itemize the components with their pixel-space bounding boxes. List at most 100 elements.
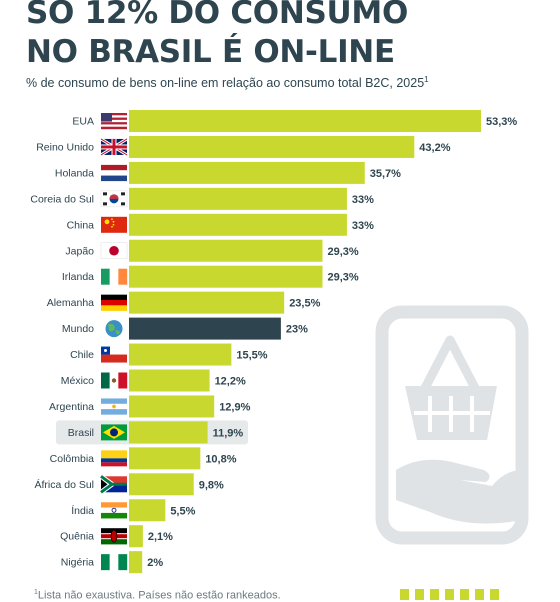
bar <box>129 343 232 366</box>
title-line-1: SÓ 12% DO CONSUMO <box>26 0 408 31</box>
bar-row: Nigéria 2% <box>61 551 163 574</box>
flag-icon <box>105 320 123 338</box>
bar-row: Irlanda 29,3% <box>62 265 359 288</box>
category-label: Quênia <box>60 531 94 543</box>
flag-icon <box>101 554 128 571</box>
bar <box>129 421 208 444</box>
category-label: Japão <box>65 245 94 257</box>
category-label: Índia <box>71 504 94 517</box>
value-label: 15,5% <box>236 350 267 362</box>
flag-icon <box>101 346 127 363</box>
bar <box>129 499 166 522</box>
bar-row: EUA 53,3% <box>72 110 517 132</box>
subtitle-footnote-mark: 1 <box>424 75 429 84</box>
bar-row: Reino Unido 43,2% <box>36 135 451 158</box>
value-label: 43,2% <box>419 142 450 154</box>
value-label: 12,9% <box>219 401 250 413</box>
basket-grid <box>414 396 490 432</box>
subtitle-text: % de consumo de bens on-line em relação … <box>26 76 425 91</box>
category-label: Argentina <box>49 401 94 413</box>
value-label: 9,8% <box>199 479 224 491</box>
title-line-2: NO BRASIL É ON-LINE <box>26 34 395 70</box>
flag-icon <box>100 137 128 157</box>
bar-row: Japão 29,3% <box>65 239 359 262</box>
value-label: 23% <box>286 324 308 336</box>
value-label: 29,3% <box>328 246 359 258</box>
flag-icon <box>101 372 128 389</box>
bar-row: México 12,2% <box>61 369 246 392</box>
phone-outline <box>375 305 529 545</box>
value-label: 29,3% <box>328 272 359 284</box>
category-label: China <box>67 219 95 231</box>
value-label: 2,1% <box>148 531 173 543</box>
value-label: 23,5% <box>289 298 320 310</box>
value-label: 33% <box>352 220 374 232</box>
value-label: 11,9% <box>213 427 244 439</box>
bar <box>129 110 481 132</box>
footnote-text: Lista não exaustiva. Países não estão ra… <box>37 589 281 602</box>
category-label: Colômbia <box>50 453 95 465</box>
bar-row: Holanda 35,7% <box>55 161 401 184</box>
bar <box>129 135 415 158</box>
category-label: África do Sul <box>34 478 94 491</box>
bar <box>129 473 194 496</box>
flag-icon <box>101 268 128 285</box>
category-label: Coreia do Sul <box>30 193 94 205</box>
category-label: Brasil <box>68 427 94 439</box>
bar-row: Mundo 23% <box>62 317 308 340</box>
bar-row: Argentina 12,9% <box>49 395 251 418</box>
flag-icon <box>99 474 127 495</box>
bar-row: África do Sul 9,8% <box>34 473 224 496</box>
bar <box>129 161 365 184</box>
bar <box>129 447 201 470</box>
bar <box>129 291 285 314</box>
flag-icon <box>101 294 127 311</box>
bar <box>129 317 281 340</box>
shopping-basket-phone-icon <box>375 305 529 545</box>
value-label: 5,5% <box>170 505 195 517</box>
value-label: 2% <box>147 557 163 569</box>
flag-icon <box>101 164 127 182</box>
hand <box>396 459 522 524</box>
page-title: SÓ 12% DO CONSUMO NO BRASIL É ON-LINE <box>26 0 408 72</box>
flag-icon <box>101 216 127 233</box>
category-label: México <box>61 375 94 387</box>
bar <box>129 187 347 210</box>
flag-icon <box>101 424 127 441</box>
value-label: 10,8% <box>205 453 236 465</box>
category-label: Alemanha <box>47 297 94 309</box>
footnote: 1Lista não exaustiva. Países não estão r… <box>34 589 281 602</box>
bar-row: Índia 5,5% <box>71 499 196 522</box>
flag-icon <box>101 113 127 130</box>
value-label: 53,3% <box>486 116 517 128</box>
flag-icon <box>101 528 127 545</box>
bar <box>129 551 143 574</box>
bar-row: Coreia do Sul 33% <box>30 187 374 210</box>
bar-row: Quênia 2,1% <box>60 525 173 548</box>
flag-icon <box>101 398 127 415</box>
value-label: 35,7% <box>370 168 401 180</box>
flag-icon <box>101 502 127 519</box>
flag-icon <box>101 450 127 467</box>
bar-row: Brasil 11,9% <box>56 420 248 445</box>
category-label: EUA <box>72 116 94 128</box>
chart-subtitle: % de consumo de bens on-line em relação … <box>26 75 429 90</box>
category-label: Nigéria <box>61 557 94 569</box>
basket-handle <box>421 335 479 391</box>
bar-row: Chile 15,5% <box>70 343 268 366</box>
flag-icon <box>100 242 128 259</box>
bar <box>129 369 210 392</box>
footnote-mark: 1 <box>34 589 38 596</box>
bar <box>129 395 215 418</box>
bar-row: Colômbia 10,8% <box>50 447 237 470</box>
category-label: Chile <box>70 349 94 361</box>
bar <box>129 265 323 288</box>
category-label: Reino Unido <box>36 141 94 153</box>
value-label: 12,2% <box>215 376 246 388</box>
bar <box>129 239 323 262</box>
category-label: Irlanda <box>62 271 94 283</box>
brand-logo <box>400 588 530 600</box>
bar <box>129 213 347 236</box>
category-label: Holanda <box>55 167 94 179</box>
